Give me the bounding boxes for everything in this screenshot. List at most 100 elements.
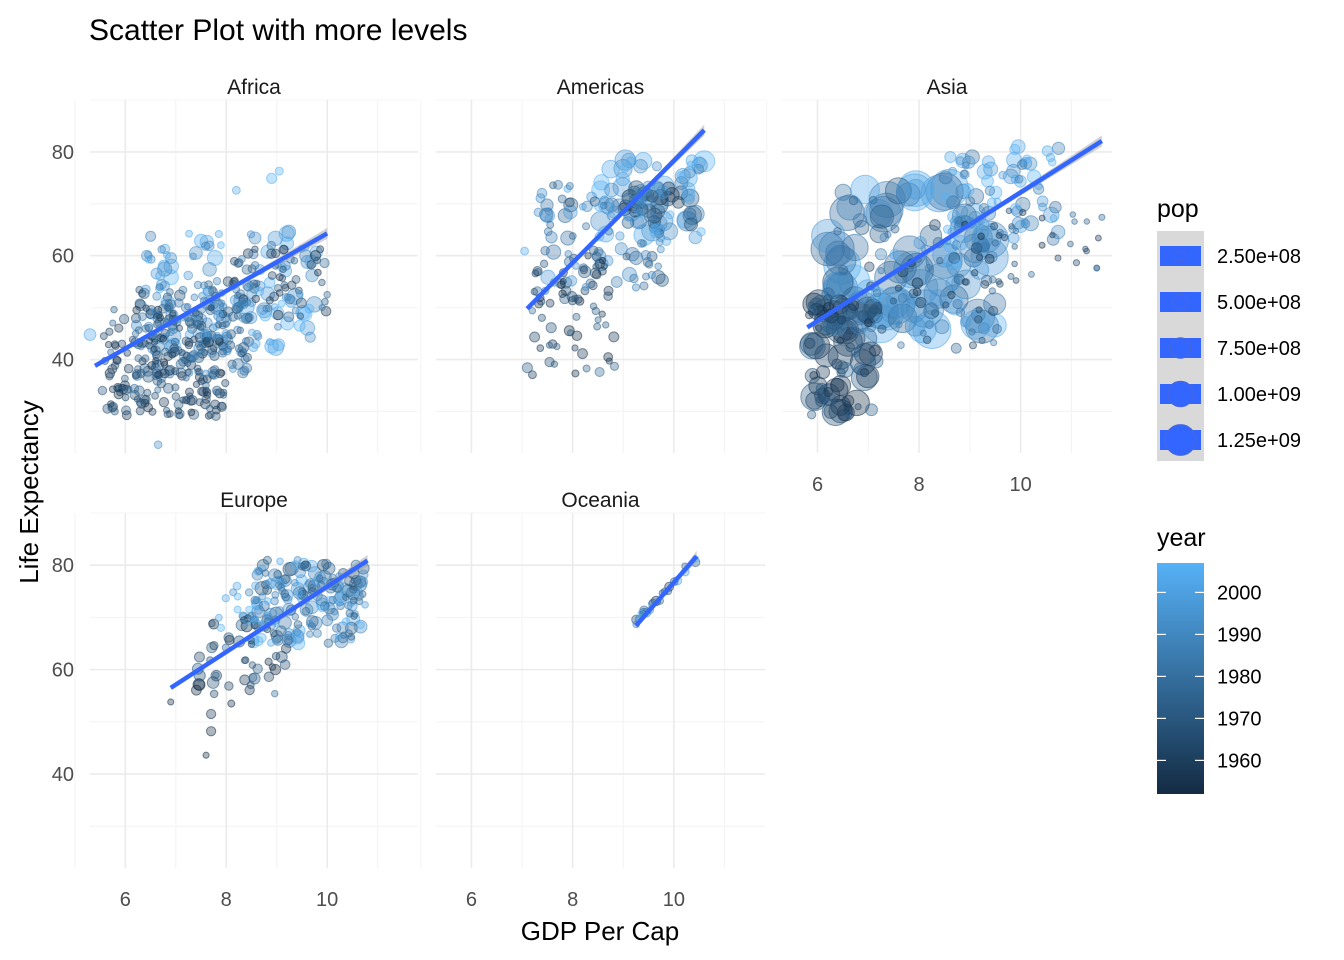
data-point (173, 346, 183, 355)
data-point (293, 556, 302, 565)
data-point (209, 641, 219, 651)
x-tick-label: 10 (663, 889, 685, 911)
data-point (251, 294, 260, 304)
data-point (202, 287, 211, 296)
data-point (233, 592, 242, 601)
data-point (174, 407, 183, 415)
data-point (155, 283, 164, 291)
data-point (984, 253, 995, 265)
data-point (219, 388, 228, 397)
data-point (231, 185, 241, 195)
data-point (594, 316, 602, 324)
data-point (207, 285, 217, 295)
data-point (347, 633, 356, 641)
data-point (166, 328, 176, 337)
data-point (193, 651, 205, 663)
data-point (865, 403, 878, 417)
data-point (599, 201, 608, 210)
data-point (823, 386, 834, 397)
data-point (208, 370, 217, 380)
data-point (116, 389, 124, 397)
data-point (671, 196, 685, 209)
data-point (843, 406, 853, 415)
data-point (815, 382, 828, 395)
legend-year: year 2000 1990 1980 1970 1960 (1157, 524, 1262, 794)
pop-legend-label: 1.25e+09 (1217, 430, 1301, 452)
data-point (622, 252, 631, 261)
data-point (151, 338, 159, 346)
data-point (190, 335, 198, 344)
data-point (123, 363, 134, 374)
data-point (312, 628, 322, 638)
data-point (218, 401, 227, 411)
data-point (975, 306, 983, 314)
data-point (960, 169, 969, 178)
data-point (568, 232, 577, 240)
data-point (228, 365, 237, 373)
data-point (279, 265, 287, 274)
data-point (279, 244, 289, 255)
y-tick-label: 80 (52, 142, 74, 164)
data-point (330, 607, 339, 616)
data-point (290, 578, 299, 587)
data-point (977, 232, 985, 241)
facet-label: Oceania (561, 489, 640, 512)
data-point (821, 287, 835, 301)
gridlines (420, 512, 765, 868)
data-point (1006, 163, 1021, 179)
data-point (995, 231, 1003, 239)
data-point (825, 240, 851, 266)
data-point (545, 322, 557, 334)
data-point (681, 188, 696, 202)
data-point (656, 233, 666, 243)
data-point (905, 178, 927, 200)
data-point (251, 581, 260, 591)
data-point (567, 329, 575, 337)
y-axis-title: Life Expectancy (14, 400, 44, 584)
data-point (304, 331, 316, 343)
data-point (249, 615, 258, 624)
data-point (316, 245, 325, 254)
data-point (1094, 234, 1102, 242)
data-point (171, 392, 181, 401)
data-point (270, 689, 279, 698)
data-point (252, 596, 261, 604)
data-point (992, 324, 1002, 334)
data-point (1018, 158, 1028, 168)
data-point (202, 751, 210, 759)
data-point (1071, 218, 1078, 225)
data-point (314, 268, 322, 277)
data-point (250, 261, 260, 270)
data-point (869, 224, 889, 244)
data-point (234, 291, 242, 300)
data-point (244, 684, 255, 696)
data-point (179, 396, 187, 404)
data-point (194, 367, 202, 376)
data-point (911, 277, 924, 289)
data-point (162, 382, 174, 394)
data-points (167, 555, 370, 759)
data-point (1007, 272, 1015, 281)
data-point (167, 698, 175, 706)
data-point (280, 236, 295, 251)
data-point (606, 211, 616, 221)
data-point (644, 260, 654, 269)
data-point (809, 371, 819, 380)
data-point (269, 629, 278, 638)
data-point (263, 597, 272, 606)
data-point (187, 408, 196, 417)
data-point (263, 671, 275, 683)
data-point (656, 245, 665, 254)
data-point (104, 340, 113, 349)
data-point (237, 255, 246, 263)
data-point (171, 383, 180, 392)
data-point (145, 230, 157, 242)
data-point (321, 614, 334, 627)
data-point (1054, 254, 1062, 262)
data-point (244, 312, 254, 323)
data-point (349, 585, 358, 594)
data-points (520, 149, 716, 380)
data-point (950, 342, 962, 354)
data-point (250, 595, 260, 605)
data-point (258, 592, 267, 601)
